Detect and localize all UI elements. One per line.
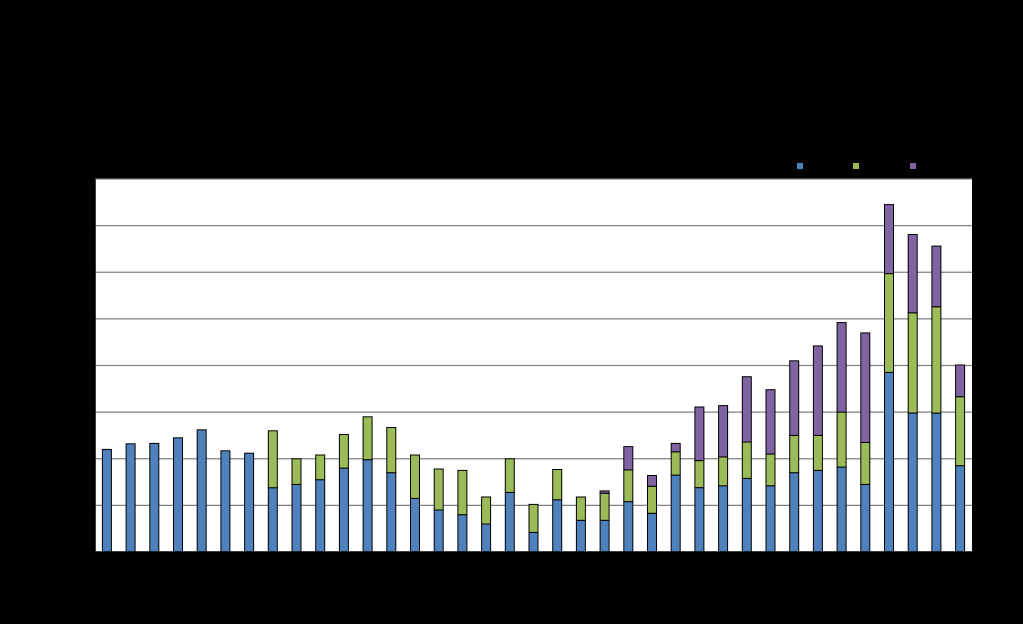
bar-segment [836,322,847,413]
bar-segment [647,512,657,553]
bar-segment [623,469,634,503]
bar-segment [907,234,918,314]
bar-segment [812,434,823,471]
bar-segment [528,503,539,533]
bar-segment [173,437,183,553]
bar-segment [504,458,515,493]
bar-segment [884,204,894,275]
bar-segment [149,442,160,553]
bar-segment [647,485,657,514]
bar-segment [433,468,444,511]
bar-segment [765,485,776,553]
bar-segment [552,499,563,553]
bar-segment [457,469,468,516]
bar-segment [860,441,871,485]
bar-segment [765,389,776,455]
bar-segment [718,405,729,458]
bar-segment [101,448,112,553]
bar-segment [410,454,420,499]
bar-segment [670,442,681,453]
bar-segment [291,458,302,485]
bar-segment [860,483,871,553]
bar-segment [315,454,326,481]
bar-segment [789,472,800,553]
bar-segment [907,412,918,553]
bar-segment [884,372,894,553]
bar-segment [694,487,705,553]
legend-swatch [853,163,859,169]
bar-segment [267,487,278,553]
bar-segment [836,411,847,468]
axes [90,178,973,557]
bar-segment [599,490,610,494]
bar-segment [955,396,966,467]
bar-segment [718,456,729,487]
bar-segment [907,312,918,414]
bar-segment [931,412,942,553]
bar-segment [623,446,634,471]
bar-segment [599,519,610,553]
bar-segment [931,306,942,414]
bar-segment [836,466,847,553]
bar-segment [433,509,444,553]
bar-segment [338,434,349,469]
bars [101,204,966,553]
legend [797,163,916,169]
gridlines [95,178,972,506]
bar-segment [647,475,657,487]
bar-segment [457,514,468,553]
bar-segment [599,492,610,521]
bar-segment [338,467,349,553]
legend-swatch [797,163,803,169]
bar-segment [575,519,586,553]
bar-segment [931,245,942,308]
bar-segment [741,441,752,479]
bar-segment [670,474,681,553]
bar-segment [812,469,823,553]
bar-segment [789,360,800,436]
bar-segment [362,416,373,461]
bar-segment [244,452,255,553]
bar-segment [220,450,231,553]
bar-segment [741,477,752,553]
bar-segment [125,443,136,553]
bar-segment [694,406,705,462]
bar-segment [267,430,278,489]
bar-segment [789,434,800,474]
bar-segment [386,472,397,553]
bar-segment [291,483,302,553]
bar-segment [623,501,634,553]
bar-segment [504,491,515,553]
bar-segment [315,479,326,553]
bar-segment [670,451,681,476]
bar-segment [860,332,871,443]
bar-segment [196,429,207,553]
bar-segment [575,496,586,521]
bar-segment [552,469,563,501]
bar-segment [741,376,752,443]
bar-segment [386,427,397,474]
bar-segment [812,345,823,436]
bar-segment [765,453,776,487]
bar-segment [362,459,373,553]
bar-segment [528,531,539,553]
bar-segment [481,496,492,525]
legend-swatch [910,163,916,169]
bar-segment [410,497,420,553]
bar-segment [481,523,492,553]
bar-segment [955,465,966,553]
bar-segment [955,364,966,398]
bar-segment [718,485,729,553]
bar-segment [884,273,894,373]
bar-segment [694,460,705,489]
